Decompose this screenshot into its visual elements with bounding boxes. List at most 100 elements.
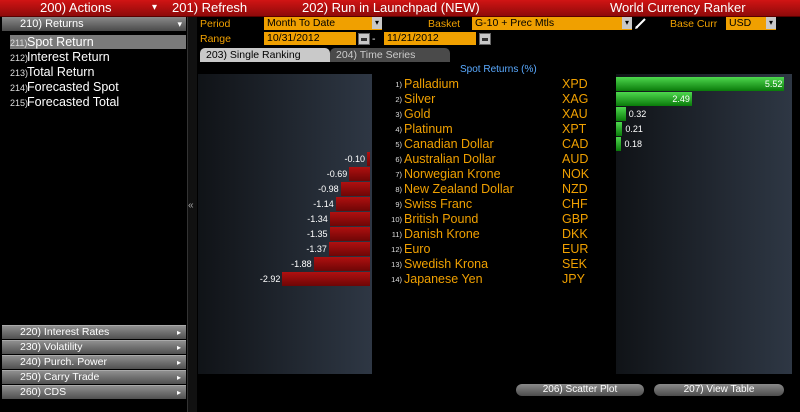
bar-value-label: 5.52 <box>764 79 783 89</box>
returns-header-label: 210) Returns <box>20 18 84 30</box>
sidebar-section-4[interactable]: 250) Carry Trade ▸ <box>2 370 186 384</box>
basket-dropdown-icon[interactable]: ▾ <box>622 17 632 29</box>
currency-name[interactable]: New Zealand Dollar <box>404 182 514 196</box>
basket-select[interactable]: G-10 + Prec Mtls <box>472 17 632 30</box>
negative-bar <box>367 152 370 166</box>
currency-name[interactable]: Danish Krone <box>404 227 480 241</box>
period-label: Period <box>200 18 231 30</box>
rank-number: 7) <box>395 170 402 179</box>
rank-number: 2) <box>395 95 402 104</box>
negative-bar <box>328 242 370 256</box>
bar-value-label: 0.21 <box>625 124 643 134</box>
range-separator: - <box>372 33 376 45</box>
bar-value-label: -0.10 <box>344 154 365 164</box>
currency-name[interactable]: Japanese Yen <box>404 272 483 286</box>
tab-single-ranking[interactable]: 203) Single Ranking <box>200 48 330 62</box>
bar-value-label: 0.32 <box>628 109 647 119</box>
period-dropdown-icon[interactable]: ▾ <box>372 17 382 29</box>
base-curr-dropdown-icon[interactable]: ▾ <box>766 17 776 29</box>
bar-value-label: -1.14 <box>313 199 334 209</box>
rank-number: 4) <box>395 125 402 134</box>
currency-name[interactable]: Euro <box>404 242 431 256</box>
currency-code: NOK <box>562 167 590 181</box>
panel-divider[interactable] <box>187 17 197 412</box>
edit-pencil-icon[interactable] <box>634 16 648 30</box>
top-toolbar: 200) Actions ▾ 201) Refresh 202) Run in … <box>0 0 800 17</box>
chevron-right-icon: ▸ <box>176 388 181 397</box>
view-table-button[interactable]: 207) View Table <box>654 384 784 396</box>
range-end-input[interactable]: 11/21/2012 <box>384 32 476 45</box>
actions-dropdown-icon[interactable]: ▾ <box>152 2 158 13</box>
negative-bar <box>282 272 370 286</box>
rank-number: 14) <box>391 275 402 284</box>
period-select[interactable]: Month To Date <box>264 17 382 30</box>
calendar-end-icon[interactable] <box>479 33 491 45</box>
currency-code: XPT <box>562 122 587 136</box>
bar-value-label: -1.35 <box>306 229 328 239</box>
positive-bar <box>616 137 622 151</box>
collapse-icon[interactable]: « <box>188 200 194 211</box>
range-label: Range <box>200 33 231 45</box>
negative-bar <box>313 257 370 271</box>
negative-bar <box>335 197 370 211</box>
currency-name[interactable]: Silver <box>404 92 436 106</box>
rank-number: 10) <box>391 215 402 224</box>
sidebar-item-forecasted-spot[interactable]: 214)Forecasted Spot <box>10 80 186 94</box>
sidebar-section-label: 240) Purch. Power <box>20 356 107 368</box>
positive-bar <box>616 92 692 106</box>
chevron-right-icon: ▸ <box>176 358 181 367</box>
currency-code: CAD <box>562 137 589 151</box>
sidebar-item-label: Forecasted Spot <box>27 80 119 94</box>
sidebar-section-3[interactable]: 240) Purch. Power ▸ <box>2 355 186 369</box>
sidebar-item-label: Interest Return <box>27 50 110 64</box>
currency-code: CHF <box>562 197 588 211</box>
sidebar-section-5[interactable]: 260) CDS ▸ <box>2 385 186 399</box>
currency-name[interactable]: Canadian Dollar <box>404 137 494 151</box>
launchpad-button[interactable]: 202) Run in Launchpad (NEW) <box>302 0 480 15</box>
currency-name[interactable]: Swiss Franc <box>404 197 473 211</box>
sidebar-section-2[interactable]: 230) Volatility ▸ <box>2 340 186 354</box>
actions-menu[interactable]: 200) Actions <box>40 0 112 15</box>
calendar-start-icon[interactable] <box>358 33 370 45</box>
sidebar-item-label: Total Return <box>27 65 95 79</box>
currency-code: XPD <box>562 77 588 91</box>
currency-name[interactable]: Palladium <box>404 77 459 91</box>
refresh-button[interactable]: 201) Refresh <box>172 0 248 15</box>
rank-number: 13) <box>391 260 402 269</box>
sidebar-item-number: 214) <box>10 83 29 93</box>
currency-code: XAG <box>562 92 589 106</box>
sidebar-item-label: Spot Return <box>27 35 94 49</box>
sidebar-item-forecasted-total[interactable]: 215)Forecasted Total <box>10 95 186 109</box>
currency-name[interactable]: Norwegian Krone <box>404 167 501 181</box>
returns-menu-header[interactable]: 210) Returns ▾ <box>2 17 186 31</box>
currency-name[interactable]: Swedish Krona <box>404 257 489 271</box>
chevron-right-icon: ▸ <box>176 328 181 337</box>
ranking-chart: Spot Returns (%) 1) Palladium XPD 5.52 2) Sil… <box>198 62 796 382</box>
base-curr-select[interactable]: USD <box>726 17 776 30</box>
range-start-input[interactable]: 10/31/2012 <box>264 32 356 45</box>
currency-name[interactable]: Platinum <box>404 122 453 136</box>
rank-number: 9) <box>395 200 402 209</box>
sidebar-item-spot-return[interactable]: 211)Spot Return <box>10 35 186 49</box>
positive-bar <box>616 122 623 136</box>
currency-name[interactable]: British Pound <box>404 212 479 226</box>
currency-code: GBP <box>562 212 589 226</box>
chevron-right-icon: ▸ <box>176 373 181 382</box>
window-title: World Currency Ranker <box>610 0 746 15</box>
bar-value-label: 2.49 <box>672 94 690 104</box>
tab-time-series[interactable]: 204) Time Series <box>330 48 450 62</box>
currency-code: SEK <box>562 257 588 271</box>
scatter-plot-button[interactable]: 206) Scatter Plot <box>516 384 644 396</box>
sidebar-item-number: 211) <box>10 38 28 48</box>
sidebar-section-1[interactable]: 220) Interest Rates ▸ <box>2 325 186 339</box>
rank-number: 12) <box>391 245 402 254</box>
currency-name[interactable]: Australian Dollar <box>404 152 496 166</box>
base-curr-label: Base Curr <box>670 18 718 30</box>
sidebar-item-interest-return[interactable]: 212)Interest Return <box>10 50 186 64</box>
currency-code: JPY <box>562 272 585 286</box>
currency-name[interactable]: Gold <box>404 107 431 121</box>
negative-bar <box>349 167 370 181</box>
sidebar-item-total-return[interactable]: 213)Total Return <box>10 65 186 79</box>
bar-value-label: -1.37 <box>306 244 327 254</box>
sidebar-section-label: 220) Interest Rates <box>20 326 110 338</box>
